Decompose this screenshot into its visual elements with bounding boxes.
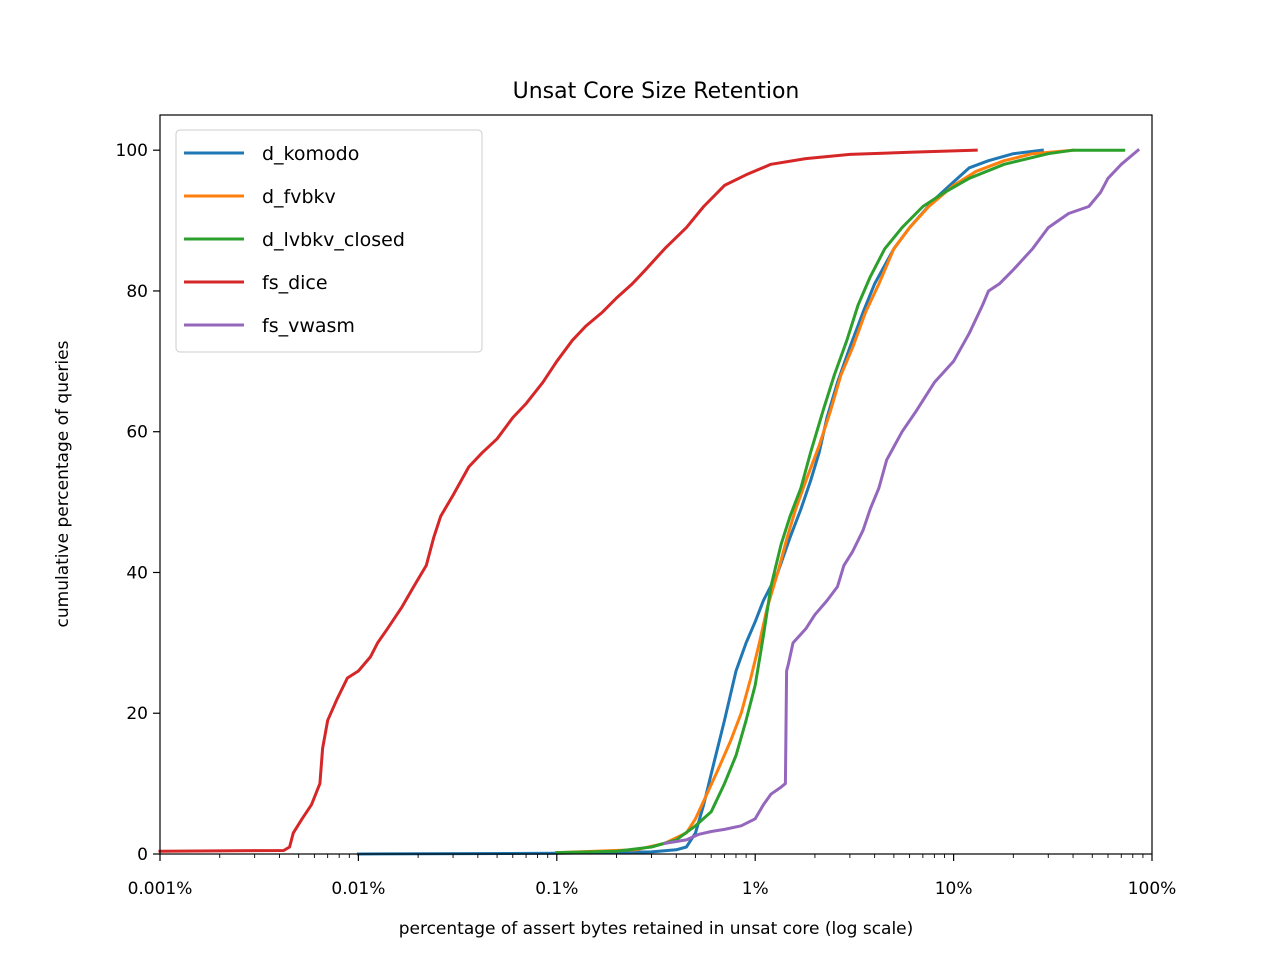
- y-axis-label: cumulative percentage of queries: [53, 340, 73, 627]
- legend-label-d-fvbkv: d_fvbkv: [262, 186, 336, 208]
- x-tick-label: 0.1%: [535, 879, 578, 899]
- legend-box: [175, 129, 483, 353]
- plot-frame: [159, 114, 1153, 855]
- y-tick-label: 20: [126, 704, 148, 724]
- y-tick-label: 40: [126, 563, 148, 583]
- y-tick-label: 60: [126, 423, 148, 443]
- series-layer: [158, 148, 1141, 856]
- legend-label-fs-vwasm: fs_vwasm: [262, 315, 355, 337]
- legend: d_komodo d_fvbkv d_lvbkv_closed fs_dice fs_v…: [175, 129, 483, 353]
- series-line-d-lvbkv-closed: [555, 148, 1126, 855]
- x-axis-label: percentage of assert bytes retained in u…: [399, 919, 914, 939]
- x-tick-label: 10%: [935, 879, 973, 899]
- x-axis: 0.001% 0.01% 0.1% 1% 10% 100%: [128, 854, 1177, 899]
- x-tick-label: 0.001%: [128, 879, 193, 899]
- legend-label-fs-dice: fs_dice: [262, 272, 328, 294]
- y-tick-label: 0: [137, 845, 148, 865]
- x-tick-label: 0.01%: [331, 879, 385, 899]
- y-tick-label: 100: [116, 141, 148, 161]
- x-tick-label: 100%: [1128, 879, 1177, 899]
- y-axis: 0 20 40 60 80 100: [116, 141, 160, 865]
- series-line-d-fvbkv: [555, 148, 1075, 855]
- legend-label-d-komodo: d_komodo: [262, 143, 359, 165]
- chart-title: Unsat Core Size Retention: [513, 79, 800, 104]
- legend-label-d-lvbkv-closed: d_lvbkv_closed: [262, 229, 405, 251]
- y-tick-label: 80: [126, 282, 148, 302]
- series-line-fs-dice: [158, 148, 978, 853]
- x-tick-label: 1%: [742, 879, 769, 899]
- series-line-fs-vwasm: [662, 148, 1141, 846]
